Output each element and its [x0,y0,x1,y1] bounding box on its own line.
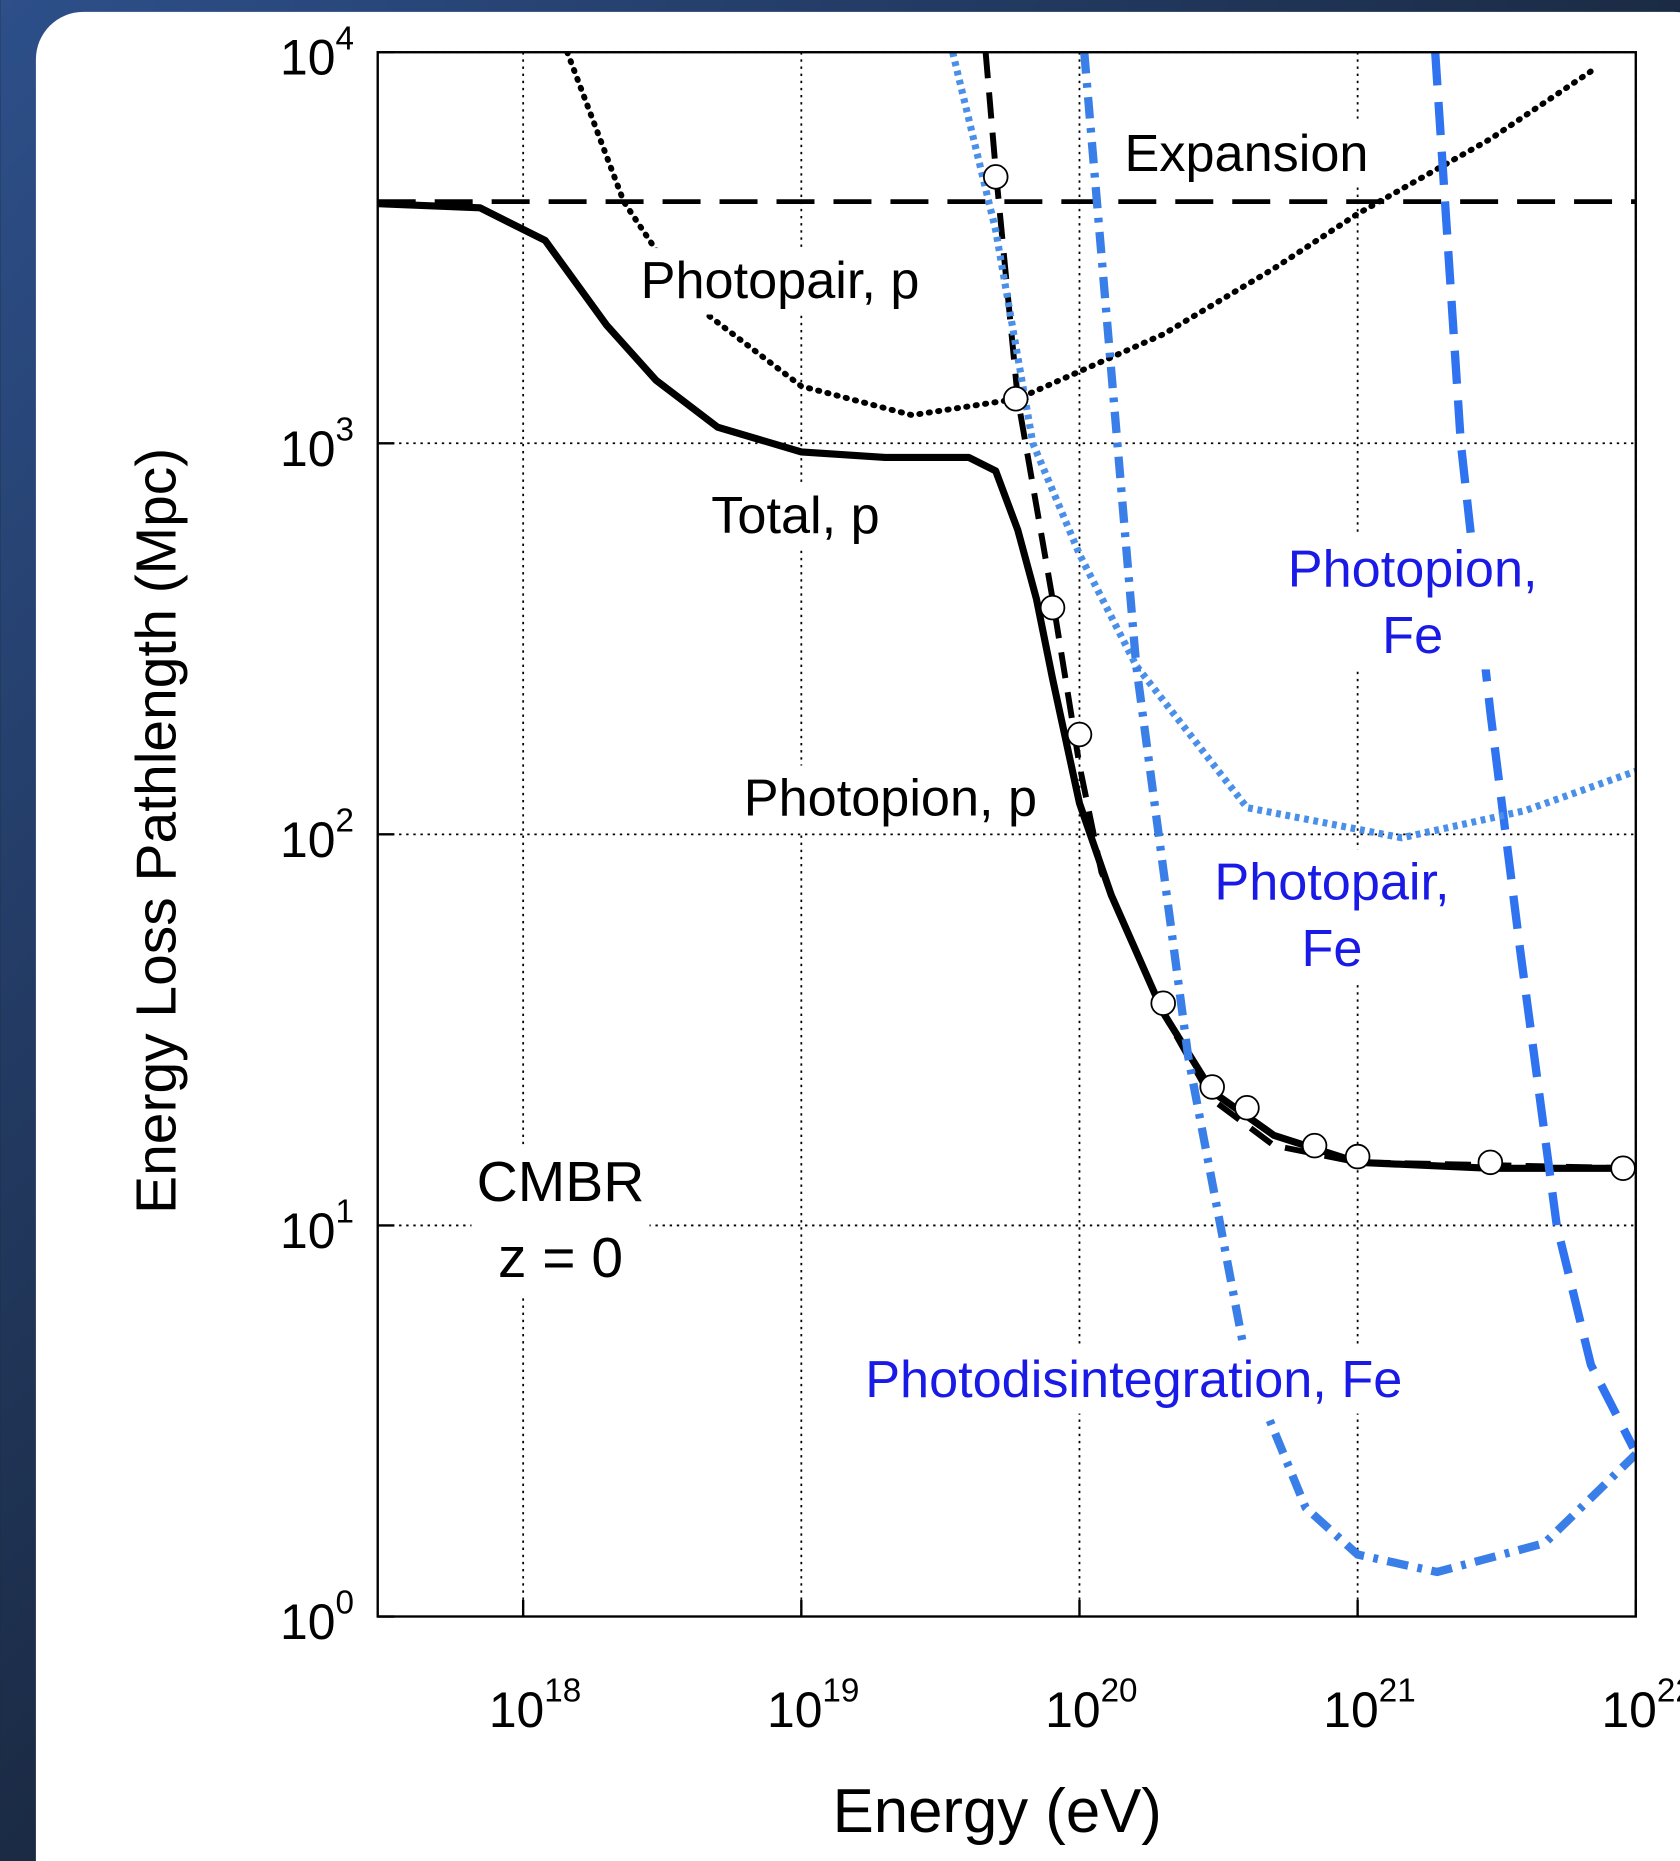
tick-base: 10 [1323,1682,1378,1738]
series-label: Photodisintegration, Fe [860,1347,1408,1414]
data-point [1150,990,1176,1016]
data-point [1301,1132,1328,1159]
series-label: Photopion, Fe [1264,536,1562,670]
y-tick-label: 101 [280,1193,354,1259]
x-tick-label: 1018 [489,1672,581,1738]
series-label-box: Photopair, Fe [1183,849,1481,983]
tick-exponent: 2 [335,802,353,839]
series-label-box: Expansion [1119,121,1374,188]
tick-exponent: 19 [822,1672,859,1709]
data-point [982,164,1009,190]
x-tick-label: 1020 [1045,1672,1137,1738]
tick-base: 10 [489,1682,544,1738]
tick-exponent: 18 [544,1672,581,1709]
series-line [377,200,1636,1172]
annotation-box: CMBR z = 0 [471,1145,650,1298]
y-tick-label: 103 [280,411,354,477]
y-tick-label: 104 [280,20,354,86]
data-point [1477,1149,1504,1176]
tick-base: 10 [280,1594,335,1650]
tick-base: 10 [280,421,335,477]
labels: 10181019102010211022100101102103104Expan… [280,20,1680,1738]
x-tick-label: 1019 [767,1672,859,1738]
tick-exponent: 21 [1379,1672,1416,1709]
data-point [1039,594,1066,621]
series-label-box: Photopair, p [635,248,925,315]
series-label: Expansion [1119,121,1374,188]
data-point [1610,1155,1636,1182]
plot-frame [376,51,1637,1618]
tick-exponent: 0 [335,1584,353,1621]
tick-exponent: 4 [335,20,353,57]
tick-base: 10 [1601,1682,1656,1738]
data-point [1344,1143,1371,1170]
series-label-box: Photodisintegration, Fe [860,1347,1408,1414]
series-label-box: Photopion, p [739,765,1042,832]
tick-base: 10 [767,1682,822,1738]
x-tick-label: 1021 [1323,1672,1415,1738]
tick-base: 10 [1045,1682,1100,1738]
annotation: CMBR z = 0 [471,1145,650,1298]
data-point [1066,721,1093,748]
y-tick-label: 102 [280,802,354,868]
series-label: Total, p [706,483,885,550]
tick-base: 10 [280,812,335,868]
y-tick-label: 100 [280,1584,354,1650]
data-point [1199,1074,1225,1100]
series-label-box: Photopion, Fe [1264,536,1562,670]
series-line [949,52,1636,842]
data-point [1234,1094,1260,1121]
series-line [1431,52,1636,1450]
series-label: Photopion, p [739,765,1042,832]
tick-base: 10 [280,30,335,86]
series-line [982,52,1636,1172]
x-axis-label: Energy (eV) [833,1777,1162,1846]
tick-base: 10 [280,1203,335,1259]
curves [377,52,1636,1577]
series-label-box: Total, p [706,483,885,550]
data-point [1002,385,1029,412]
tick-exponent: 20 [1101,1672,1138,1709]
tick-exponent: 1 [335,1193,353,1230]
series-label: Photopair, Fe [1183,849,1481,983]
x-tick-label: 1022 [1601,1672,1680,1738]
series-line [1080,52,1636,1577]
tick-exponent: 22 [1657,1672,1680,1709]
tick-exponent: 3 [335,411,353,448]
y-axis-label: Energy Loss Pathlength (Mpc) [125,448,189,1214]
series-label: Photopair, p [635,248,925,315]
